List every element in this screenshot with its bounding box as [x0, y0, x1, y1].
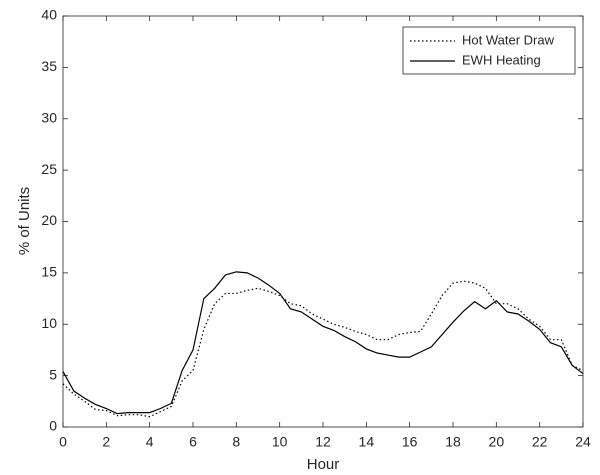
legend-label: EWH Heating [462, 52, 541, 67]
x-tick-label: 4 [146, 434, 154, 450]
y-tick-label: 30 [41, 109, 57, 125]
series-line [62, 271, 584, 415]
y-tick-label: 35 [41, 58, 57, 74]
y-axis-label: % of Units [16, 187, 33, 255]
series-line [62, 280, 584, 418]
plot-area [62, 15, 584, 428]
y-tick-label: 0 [49, 418, 57, 434]
legend-label: Hot Water Draw [462, 32, 555, 47]
y-tick-label: 15 [41, 264, 57, 280]
x-tick-label: 6 [189, 434, 197, 450]
x-tick-label: 22 [532, 434, 548, 450]
x-tick-label: 2 [102, 434, 110, 450]
y-tick-label: 5 [49, 366, 57, 382]
x-tick-label: 14 [359, 434, 375, 450]
x-tick-label: 18 [445, 434, 461, 450]
legend-box [402, 26, 576, 75]
x-tick-label: 24 [575, 434, 591, 450]
x-tick-label: 20 [489, 434, 505, 450]
y-tick-label: 25 [41, 161, 57, 177]
x-tick-label: 0 [59, 434, 67, 450]
y-tick-label: 10 [41, 315, 57, 331]
y-tick-label: 20 [41, 212, 57, 228]
x-axis-label: Hour [307, 456, 340, 473]
x-tick-label: 12 [315, 434, 331, 450]
x-tick-label: 10 [272, 434, 288, 450]
x-tick-label: 8 [232, 434, 240, 450]
y-tick-label: 40 [41, 7, 57, 23]
x-tick-label: 16 [402, 434, 418, 450]
